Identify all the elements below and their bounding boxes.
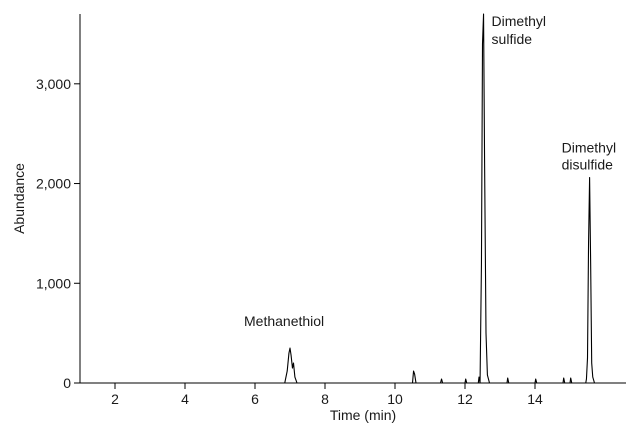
y-tick-label: 1,000: [36, 275, 71, 291]
x-tick-label: 6: [251, 391, 259, 407]
peak-label: Methanethiol: [244, 313, 324, 329]
axes: [79, 14, 626, 384]
y-tick-label: 2,000: [36, 176, 71, 192]
x-tick-label: 12: [457, 391, 473, 407]
y-axis-label: Abundance: [11, 163, 27, 234]
x-tick-label: 2: [111, 391, 119, 407]
x-tick-label: 14: [527, 391, 543, 407]
x-tick-label: 4: [181, 391, 189, 407]
chromatogram-trace: [80, 13, 626, 384]
x-tick-label: 10: [387, 391, 403, 407]
peak-annotations: MethanethiolDimethylsulfideDimethyldisul…: [244, 13, 616, 329]
series-group: [80, 13, 626, 384]
peak-label: Dimethyl: [562, 140, 616, 156]
peak-label: disulfide: [562, 157, 614, 173]
peak-label: sulfide: [492, 31, 533, 47]
x-axis-label: Time (min): [330, 407, 396, 423]
y-tick-label: 0: [63, 375, 71, 391]
y-tick-label: 3,000: [36, 76, 71, 92]
peak-label: Dimethyl: [492, 13, 546, 29]
x-tick-label: 8: [321, 391, 329, 407]
ticks: 2 4 6 8 10 12 14 0 1,000 2,000 3,000: [36, 76, 543, 407]
